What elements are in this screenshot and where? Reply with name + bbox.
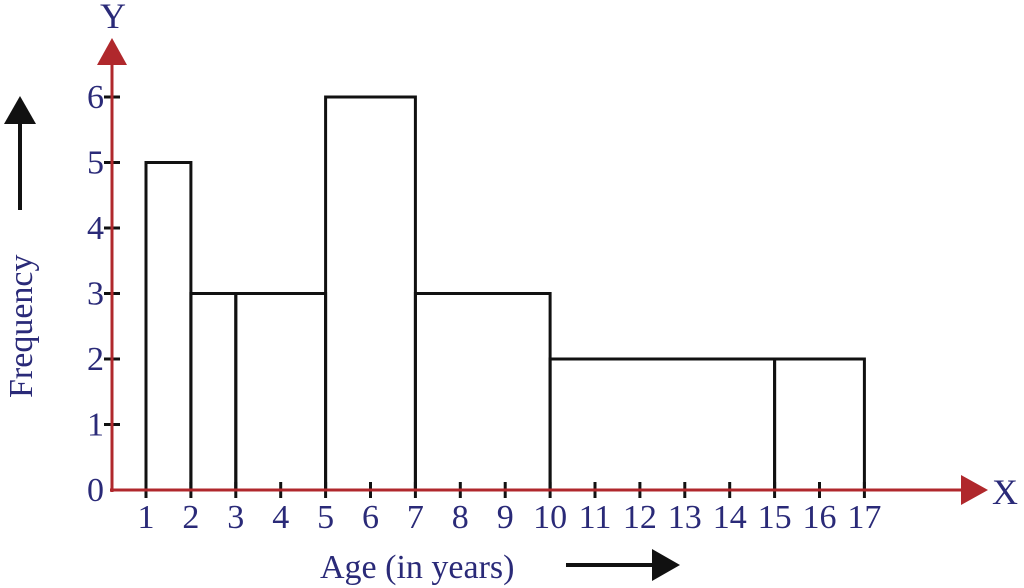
x-tick-label: 16 [803, 499, 837, 536]
x-tick-label: 15 [758, 499, 792, 536]
histogram-bar [324, 95, 417, 492]
y-tick-label: 4 [87, 210, 104, 247]
histogram-bar [413, 292, 552, 492]
y-tick-label: 6 [87, 79, 104, 116]
x-tick-label: 14 [713, 499, 747, 536]
x-tick-label: 12 [623, 499, 657, 536]
x-tick-label: 5 [317, 499, 334, 536]
y-tick-label: 3 [87, 276, 104, 313]
x-tick-label: 13 [668, 499, 702, 536]
x-tick-label: 10 [533, 499, 567, 536]
x-tick-label: 6 [362, 499, 379, 536]
x-tick-label: 7 [407, 499, 424, 536]
x-tick-label: 9 [497, 499, 514, 536]
y-tick-label: 2 [87, 341, 104, 378]
x-axis-title: Age (in years) [320, 549, 514, 586]
x-tick-label: 4 [272, 499, 289, 536]
y-axis-title: Frequency [3, 254, 40, 398]
bars-layer [144, 95, 866, 492]
histogram-bar [144, 161, 193, 492]
y-tick-label: 1 [87, 407, 104, 444]
x-axis-letter: X [992, 472, 1018, 512]
y-axis-letter: Y [100, 0, 126, 36]
histogram-bar [189, 292, 238, 492]
histogram-bar [548, 357, 777, 492]
x-tick-label: 11 [579, 499, 612, 536]
histogram-bar [234, 292, 328, 492]
x-tick-label: 17 [847, 499, 881, 536]
histogram-bar [773, 357, 866, 492]
y-tick-label: 5 [87, 145, 104, 182]
x-tick-label: 1 [138, 499, 155, 536]
y-tick-label: 0 [87, 472, 104, 509]
x-tick-label: 8 [452, 499, 469, 536]
x-tick-label: 2 [182, 499, 199, 536]
x-tick-label: 3 [227, 499, 244, 536]
